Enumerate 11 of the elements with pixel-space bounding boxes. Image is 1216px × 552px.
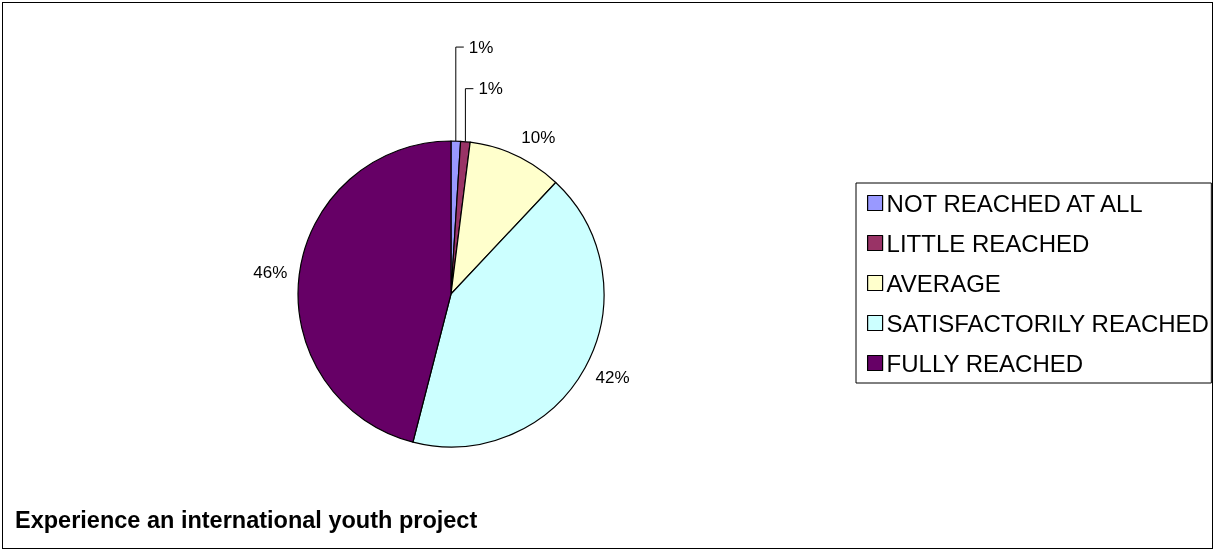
legend-label: NOT REACHED AT ALL: [886, 189, 1143, 217]
legend-label: FULLY REACHED: [886, 349, 1084, 377]
data-label: 46%: [253, 262, 288, 282]
data-label: 1%: [478, 79, 503, 99]
legend-label: SATISFACTORILY REACHED: [886, 309, 1209, 337]
legend-label: AVERAGE: [886, 269, 1001, 297]
legend-label: LITTLE REACHED: [886, 229, 1090, 257]
data-label: 1%: [468, 37, 494, 57]
data-label: 42%: [595, 368, 630, 388]
data-label: 10%: [521, 127, 556, 147]
text: Experience an international youth project: [15, 507, 478, 533]
